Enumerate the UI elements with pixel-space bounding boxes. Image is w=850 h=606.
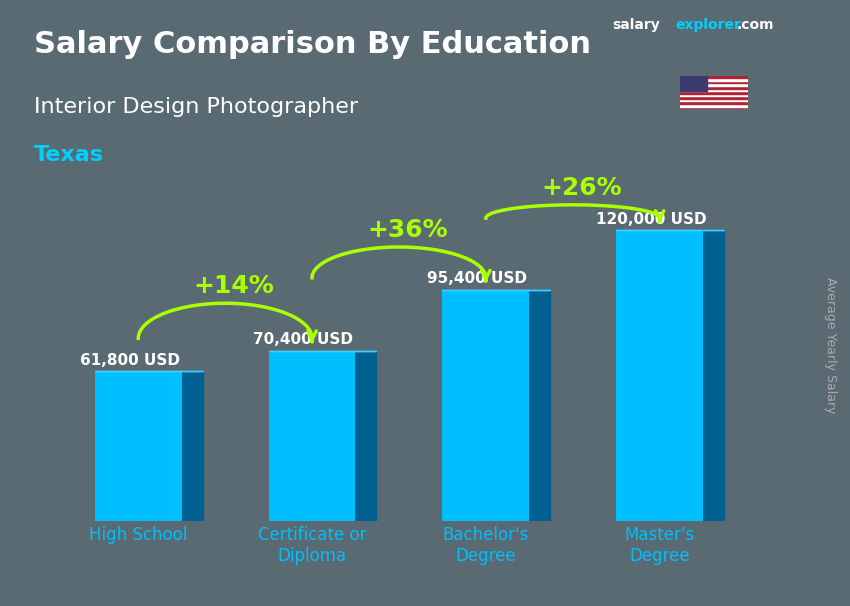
Text: +36%: +36% — [367, 218, 448, 242]
Bar — [95, 371, 182, 521]
Polygon shape — [355, 350, 377, 521]
Text: Interior Design Photographer: Interior Design Photographer — [34, 97, 358, 117]
Text: explorer: explorer — [676, 18, 741, 32]
Bar — [680, 86, 748, 88]
Text: .com: .com — [737, 18, 774, 32]
Text: 120,000 USD: 120,000 USD — [596, 211, 706, 227]
Bar — [680, 81, 748, 84]
Polygon shape — [182, 371, 202, 521]
Text: Salary Comparison By Education: Salary Comparison By Education — [34, 30, 591, 59]
Bar — [680, 84, 748, 86]
Bar — [680, 96, 748, 99]
Polygon shape — [530, 290, 550, 521]
Text: +14%: +14% — [194, 275, 275, 298]
Bar — [680, 107, 748, 109]
Bar — [442, 290, 530, 521]
Text: Texas: Texas — [34, 145, 104, 165]
Text: Average Yearly Salary: Average Yearly Salary — [824, 277, 836, 414]
Bar — [680, 76, 748, 78]
Text: +26%: +26% — [541, 176, 621, 200]
Bar — [680, 101, 748, 104]
Bar — [616, 230, 703, 521]
Bar — [680, 76, 707, 91]
Text: 70,400 USD: 70,400 USD — [253, 332, 354, 347]
Bar — [680, 104, 748, 107]
Bar — [680, 88, 748, 91]
Bar — [680, 91, 748, 94]
Polygon shape — [703, 230, 724, 521]
Bar — [269, 350, 355, 521]
Bar — [680, 94, 748, 96]
Text: 61,800 USD: 61,800 USD — [80, 353, 179, 368]
Text: 95,400 USD: 95,400 USD — [428, 271, 527, 286]
Text: salary: salary — [612, 18, 660, 32]
Bar — [680, 78, 748, 81]
Bar — [680, 99, 748, 101]
